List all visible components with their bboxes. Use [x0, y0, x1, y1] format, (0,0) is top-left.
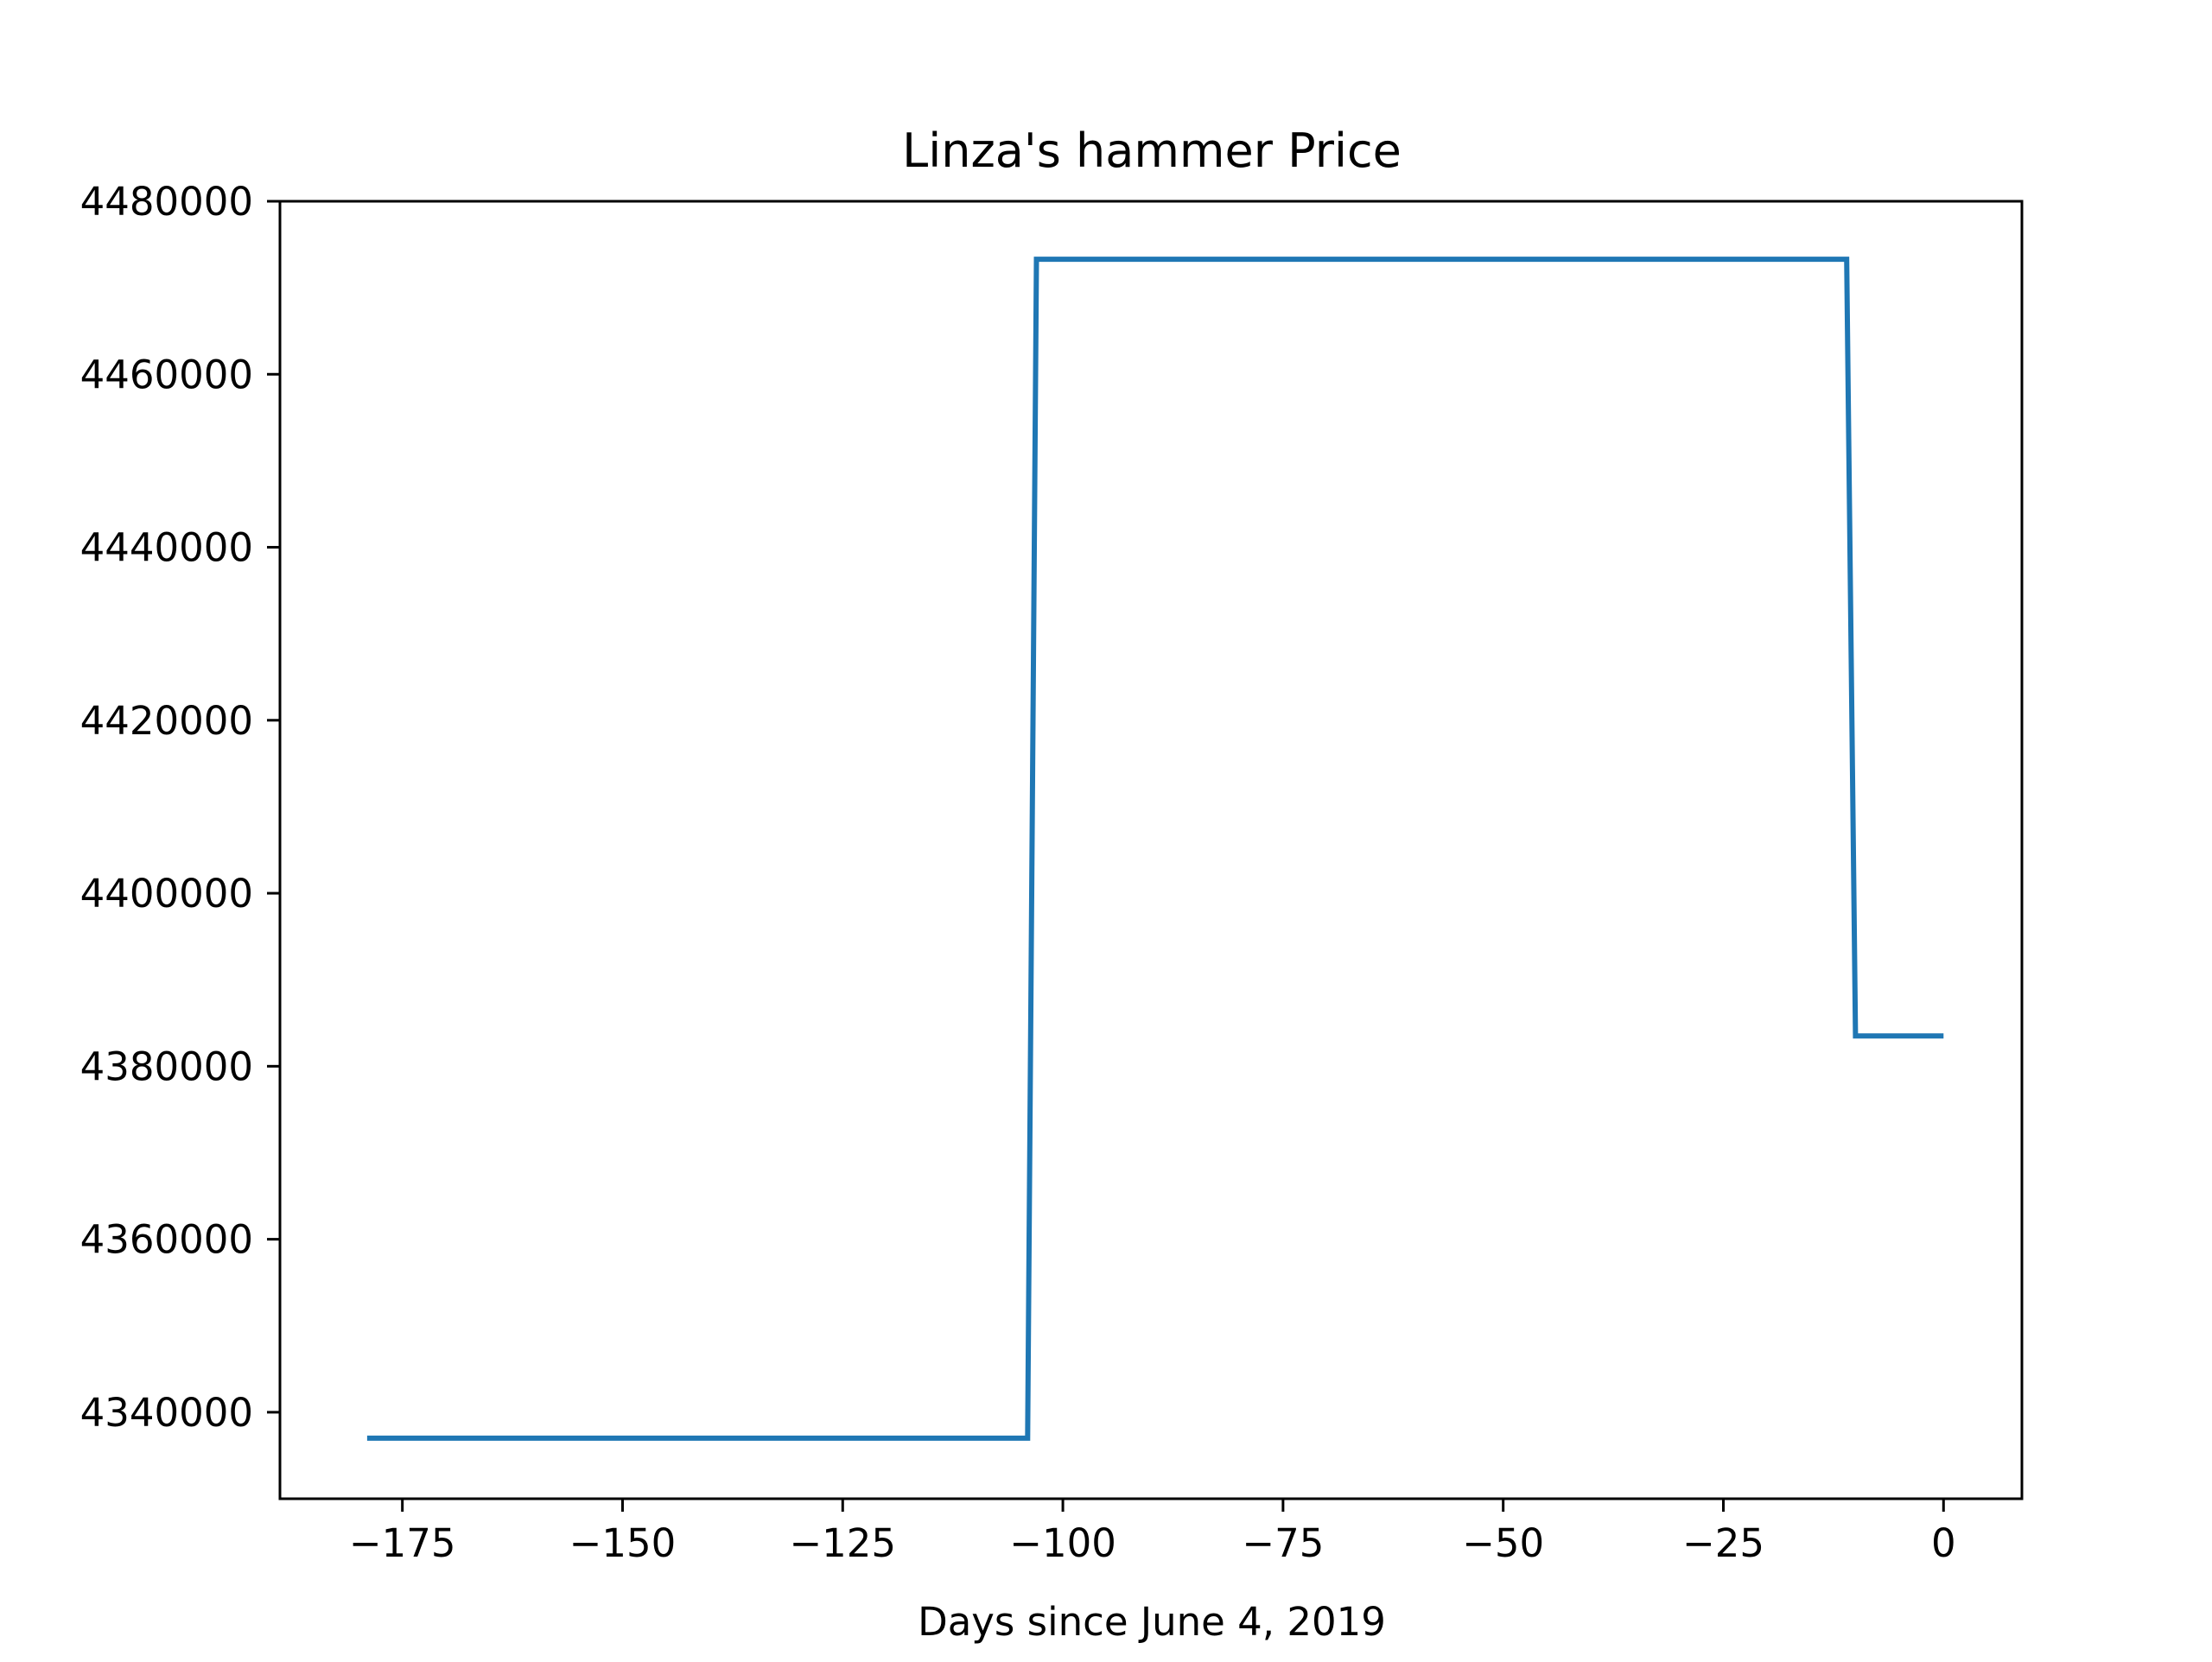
series-line-0 [366, 257, 1944, 1441]
x-tick-label: −175 [349, 1520, 456, 1566]
y-tick-label: 4400000 [80, 871, 253, 917]
x-tick-label: −100 [1009, 1520, 1116, 1566]
axes-frame [278, 200, 2024, 1500]
plot-area [278, 200, 2024, 1500]
x-tick-label: −25 [1682, 1520, 1764, 1566]
x-axis: −175 −150 −125 −100 −75 −50 −25 0 [349, 1499, 1956, 1566]
y-tick-label: 4480000 [80, 179, 253, 225]
x-tick-label: −125 [789, 1520, 896, 1566]
x-axis-label: Days since June 4, 2019 [918, 1599, 1386, 1645]
x-tick-label: −50 [1462, 1520, 1544, 1566]
x-tick-label: 0 [1931, 1520, 1956, 1566]
y-tick-label: 4360000 [80, 1217, 253, 1263]
y-tick-label: 4420000 [80, 698, 253, 744]
y-axis: 4340000 4360000 4380000 4400000 4420000 44400… [80, 179, 280, 1436]
x-tick-label: −75 [1242, 1520, 1324, 1566]
y-tick-label: 4380000 [80, 1044, 253, 1089]
y-tick-label: 4340000 [80, 1390, 253, 1436]
y-tick-label: 4440000 [80, 525, 253, 571]
y-tick-label: 4460000 [80, 352, 253, 397]
x-tick-label: −150 [569, 1520, 677, 1566]
chart-title: Linza's hammer Price [902, 124, 1402, 178]
